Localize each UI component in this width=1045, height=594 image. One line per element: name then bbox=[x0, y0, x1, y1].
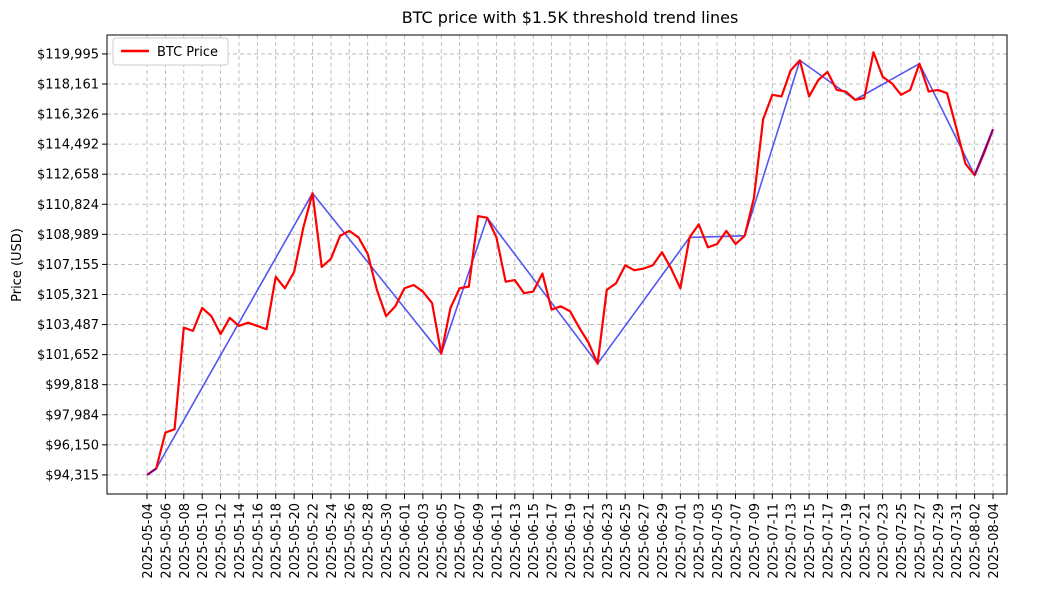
trend-lines bbox=[146, 59, 994, 476]
x-tick-label: 2025-07-03 bbox=[693, 503, 708, 579]
legend-label-btc-price: BTC Price bbox=[157, 45, 218, 60]
x-tick-label: 2025-06-13 bbox=[509, 503, 524, 579]
x-tick-label: 2025-05-24 bbox=[325, 503, 340, 579]
y-tick-label: $116,326 bbox=[37, 108, 99, 123]
x-tick-label: 2025-07-01 bbox=[674, 503, 689, 579]
x-tick-label: 2025-07-23 bbox=[877, 503, 892, 579]
x-tick-label: 2025-07-31 bbox=[950, 503, 965, 579]
x-tick-label: 2025-07-13 bbox=[785, 503, 800, 579]
x-tick-label: 2025-07-15 bbox=[803, 503, 818, 579]
x-tick-label: 2025-07-27 bbox=[913, 503, 928, 579]
trend-line-segment bbox=[799, 59, 856, 101]
trend-line-segment bbox=[440, 217, 488, 355]
trend-line-segment bbox=[596, 236, 691, 365]
x-tick-label: 2025-05-14 bbox=[233, 503, 248, 579]
x-tick-label: 2025-05-12 bbox=[215, 503, 230, 579]
trend-line-segment bbox=[311, 192, 442, 355]
y-tick-label: $101,652 bbox=[37, 348, 99, 363]
y-tick-label: $103,487 bbox=[37, 318, 99, 333]
legend-box bbox=[112, 37, 229, 66]
y-axis-label: Price (USD) bbox=[10, 228, 25, 302]
x-tick-label: 2025-06-01 bbox=[398, 503, 413, 579]
x-tick-label: 2025-07-17 bbox=[821, 503, 836, 579]
x-tick-label: 2025-06-15 bbox=[527, 503, 542, 579]
x-tick-label: 2025-07-07 bbox=[730, 503, 745, 579]
x-tick-label: 2025-06-05 bbox=[435, 503, 450, 579]
y-tick-label: $99,818 bbox=[45, 378, 99, 393]
x-tick-label: 2025-06-03 bbox=[417, 503, 432, 579]
chart-title: BTC price with $1.5K threshold trend lin… bbox=[402, 8, 739, 27]
x-tick-label: 2025-06-23 bbox=[601, 503, 616, 579]
x-tick-label: 2025-06-19 bbox=[564, 503, 579, 579]
x-tick-label: 2025-07-09 bbox=[748, 503, 763, 579]
x-tick-label: 2025-07-21 bbox=[858, 503, 873, 579]
grid bbox=[107, 35, 1007, 494]
x-tick-label: 2025-07-19 bbox=[840, 503, 855, 579]
trend-line-overlap bbox=[146, 467, 157, 476]
x-tick-label: 2025-08-04 bbox=[987, 503, 1002, 579]
y-tick-label: $97,984 bbox=[45, 408, 99, 423]
x-tick-label: 2025-08-02 bbox=[969, 503, 984, 579]
x-tick-label: 2025-05-08 bbox=[178, 503, 193, 579]
y-axis-ticks: $94,315 $96,150 $97,984 $99,818 $101,652 $103… bbox=[37, 47, 107, 483]
y-tick-label: $119,995 bbox=[37, 47, 99, 62]
trend-line-overlap bbox=[973, 128, 994, 176]
price-series bbox=[146, 51, 995, 476]
x-tick-label: 2025-05-16 bbox=[251, 503, 266, 579]
x-tick-label: 2025-05-18 bbox=[270, 503, 285, 579]
trend-line-segment bbox=[689, 235, 745, 239]
y-tick-label: $96,150 bbox=[45, 438, 99, 453]
x-tick-label: 2025-05-04 bbox=[141, 503, 156, 579]
x-tick-label: 2025-05-30 bbox=[380, 503, 395, 579]
x-tick-label: 2025-06-25 bbox=[619, 503, 634, 579]
x-tick-label: 2025-07-11 bbox=[766, 503, 781, 579]
x-tick-label: 2025-06-07 bbox=[454, 503, 469, 579]
y-tick-label: $112,658 bbox=[37, 168, 99, 183]
x-tick-label: 2025-05-26 bbox=[343, 503, 358, 579]
trend-line-segment bbox=[918, 63, 976, 176]
y-tick-label: $118,161 bbox=[37, 77, 99, 92]
trend-line-segment bbox=[155, 192, 314, 469]
x-tick-label: 2025-06-17 bbox=[546, 503, 561, 579]
y-tick-label: $110,824 bbox=[37, 198, 99, 213]
x-tick-label: 2025-05-28 bbox=[362, 503, 377, 579]
trend-line-segment bbox=[486, 217, 599, 365]
x-tick-label: 2025-07-25 bbox=[895, 503, 910, 579]
x-tick-label: 2025-05-06 bbox=[159, 503, 174, 579]
x-tick-label: 2025-06-09 bbox=[472, 503, 487, 579]
x-tick-label: 2025-06-27 bbox=[638, 503, 653, 579]
x-tick-label: 2025-07-29 bbox=[932, 503, 947, 579]
x-tick-label: 2025-05-20 bbox=[288, 503, 303, 579]
btc-price-line bbox=[146, 51, 995, 476]
x-tick-label: 2025-05-22 bbox=[307, 503, 322, 579]
y-tick-label: $105,321 bbox=[37, 288, 99, 303]
x-axis-ticks: 2025-05-04 2025-05-06 2025-05-08 2025-05-10… bbox=[141, 494, 1002, 579]
x-tick-label: 2025-05-10 bbox=[196, 503, 211, 579]
x-tick-label: 2025-06-29 bbox=[656, 503, 671, 579]
x-tick-label: 2025-06-21 bbox=[582, 503, 597, 579]
trend-line-segment bbox=[743, 60, 801, 237]
x-tick-label: 2025-06-11 bbox=[490, 503, 505, 579]
y-tick-label: $107,155 bbox=[37, 258, 99, 273]
x-tick-label: 2025-07-05 bbox=[711, 503, 726, 579]
y-tick-label: $114,492 bbox=[37, 138, 99, 153]
y-tick-label: $94,315 bbox=[45, 468, 99, 483]
legend: BTC Price bbox=[112, 37, 229, 66]
y-tick-label: $108,989 bbox=[37, 228, 99, 243]
